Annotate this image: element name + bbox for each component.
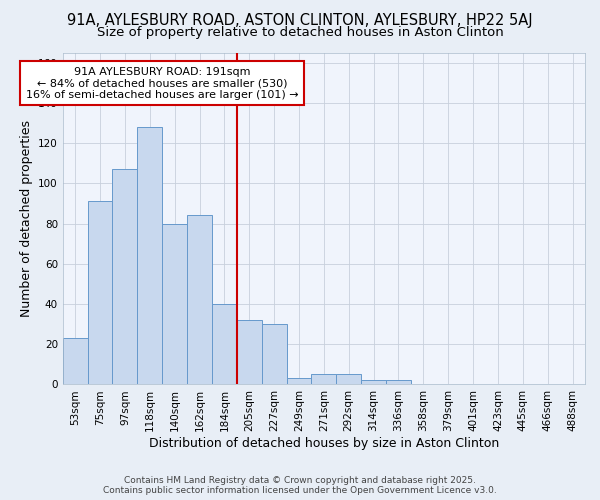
Text: Contains HM Land Registry data © Crown copyright and database right 2025.
Contai: Contains HM Land Registry data © Crown c… xyxy=(103,476,497,495)
X-axis label: Distribution of detached houses by size in Aston Clinton: Distribution of detached houses by size … xyxy=(149,437,499,450)
Bar xyxy=(187,216,212,384)
Bar xyxy=(237,320,262,384)
Bar xyxy=(162,224,187,384)
Bar xyxy=(311,374,337,384)
Text: 91A, AYLESBURY ROAD, ASTON CLINTON, AYLESBURY, HP22 5AJ: 91A, AYLESBURY ROAD, ASTON CLINTON, AYLE… xyxy=(67,12,533,28)
Bar xyxy=(63,338,88,384)
Bar xyxy=(212,304,237,384)
Bar xyxy=(137,127,162,384)
Y-axis label: Number of detached properties: Number of detached properties xyxy=(20,120,32,317)
Bar xyxy=(337,374,361,384)
Bar xyxy=(361,380,386,384)
Text: 91A AYLESBURY ROAD: 191sqm
← 84% of detached houses are smaller (530)
16% of sem: 91A AYLESBURY ROAD: 191sqm ← 84% of deta… xyxy=(26,66,299,100)
Bar xyxy=(287,378,311,384)
Bar xyxy=(386,380,411,384)
Bar xyxy=(262,324,287,384)
Bar xyxy=(88,202,112,384)
Bar xyxy=(112,169,137,384)
Text: Size of property relative to detached houses in Aston Clinton: Size of property relative to detached ho… xyxy=(97,26,503,39)
